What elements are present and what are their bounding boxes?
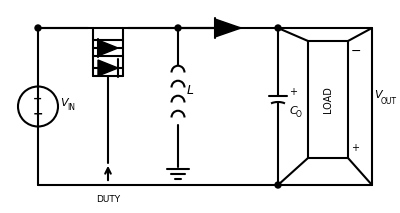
Circle shape: [35, 25, 41, 31]
Polygon shape: [98, 60, 118, 76]
Text: −: −: [351, 45, 362, 58]
Bar: [308, 41, 348, 158]
Text: +: +: [351, 143, 359, 153]
Polygon shape: [215, 19, 241, 37]
Circle shape: [275, 25, 281, 31]
Text: +: +: [33, 95, 43, 105]
Text: −: −: [33, 108, 43, 121]
Circle shape: [175, 25, 181, 31]
Text: +: +: [289, 87, 297, 97]
Text: $C$: $C$: [289, 105, 299, 117]
Text: IN: IN: [67, 103, 75, 112]
Text: LOAD: LOAD: [323, 86, 333, 113]
Circle shape: [275, 182, 281, 188]
Polygon shape: [98, 40, 118, 56]
Text: DUTY: DUTY: [96, 195, 120, 204]
Text: $V$: $V$: [374, 88, 384, 101]
Text: L: L: [187, 85, 194, 98]
Text: O: O: [296, 110, 302, 119]
Text: $V$: $V$: [60, 95, 70, 108]
Text: OUT: OUT: [381, 97, 397, 106]
